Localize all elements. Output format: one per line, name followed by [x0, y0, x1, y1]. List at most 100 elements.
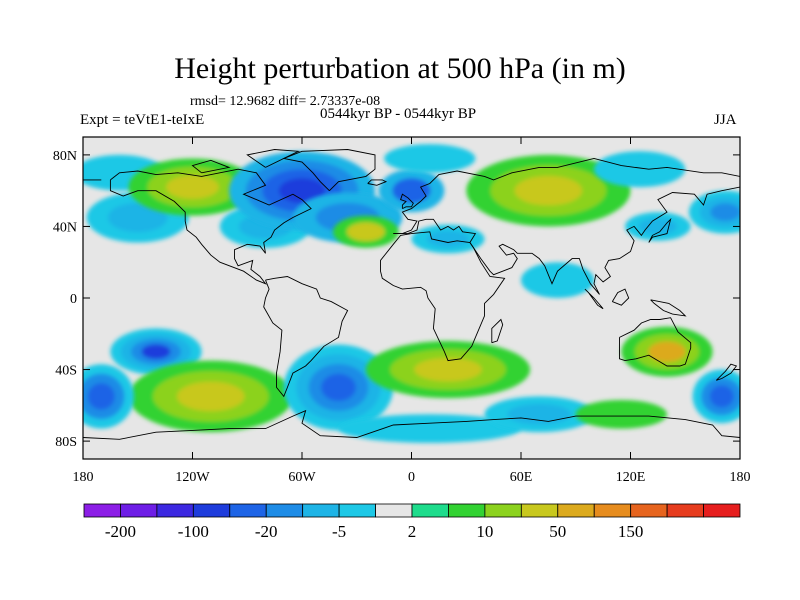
coastline	[619, 317, 692, 367]
colorbar-box	[557, 503, 595, 518]
colorbar-label: -200	[105, 522, 136, 541]
anomaly-contour	[514, 175, 583, 206]
anomaly-region	[128, 360, 293, 433]
colorbar: -200 -100 -20 -5 2 10 50 150	[83, 503, 741, 541]
coastline	[611, 288, 630, 306]
anomaly-region	[594, 151, 686, 188]
anomaly-region	[621, 326, 713, 377]
latitude-axis: 80N 40N 0 40S 80S	[53, 149, 740, 450]
colorbar-box	[375, 503, 413, 518]
lon-tick-label: 60W	[288, 470, 316, 485]
colorbar-box	[520, 503, 559, 518]
colorbar-box	[666, 503, 704, 518]
coastline	[584, 288, 604, 310]
lat-tick-label: 0	[70, 292, 77, 307]
anomaly-region	[692, 369, 740, 424]
colorbar-label: -20	[255, 522, 278, 541]
anomaly-contour	[521, 262, 594, 298]
colorbar-label: -100	[178, 522, 209, 541]
anomaly-region	[365, 340, 531, 399]
coastline	[648, 217, 672, 243]
anomaly-region	[466, 154, 631, 227]
colorbar-box	[229, 503, 267, 518]
coastline	[282, 149, 376, 192]
anomaly-contour	[710, 203, 740, 221]
anomaly-region	[128, 158, 257, 216]
lon-tick-label: 180	[73, 470, 94, 485]
stats-text: rmsd= 12.9682 diff= 2.73337e-08	[190, 94, 381, 109]
colorbar-box	[593, 503, 632, 518]
colorbar-box	[411, 503, 449, 518]
anomaly-contour	[709, 385, 734, 408]
lon-tick-label: 120W	[175, 470, 210, 485]
anomaly-contour	[594, 151, 686, 188]
anomaly-region	[83, 364, 135, 429]
coastline	[400, 193, 414, 210]
coastline	[246, 149, 301, 168]
lon-tick-label: 60E	[510, 470, 533, 485]
anomaly-region	[484, 396, 594, 433]
coastline	[263, 276, 349, 398]
anomaly-region	[411, 224, 485, 254]
lon-tick-label: 180	[730, 470, 751, 485]
colorbar-label: 2	[408, 522, 417, 541]
colorbar-label: 10	[476, 522, 493, 541]
coastline	[650, 299, 687, 317]
anomaly-region	[338, 414, 521, 443]
anomaly-contour	[392, 178, 431, 204]
anomaly-contour	[141, 344, 171, 360]
colorbar-box	[703, 503, 741, 518]
anomaly-region	[521, 262, 594, 298]
colorbar-box	[302, 503, 340, 518]
anomaly-contour	[384, 144, 476, 173]
lat-tick-label: 40N	[53, 220, 77, 235]
anomaly-contour	[321, 373, 356, 402]
anomaly-contour	[278, 178, 326, 204]
anomaly-contour	[507, 403, 572, 425]
anomaly-contour	[346, 222, 386, 242]
colorbar-box	[265, 503, 304, 518]
experiment-label: Expt = teVtE1-teIxE	[80, 112, 205, 128]
anomaly-region	[378, 169, 445, 213]
colorbar-box	[338, 503, 376, 518]
lat-tick-label: 80N	[53, 149, 77, 164]
colorbar-label: 150	[618, 522, 644, 541]
anomaly-contour	[176, 381, 245, 412]
anomaly-contour	[87, 383, 115, 410]
coastlines	[83, 149, 740, 440]
map-area	[82, 136, 741, 460]
colorbar-box	[630, 503, 668, 518]
anomaly-region	[575, 399, 667, 429]
coastline	[109, 168, 312, 285]
coastline	[380, 231, 506, 362]
anomaly-contour	[426, 230, 470, 248]
anomaly-region	[625, 212, 691, 241]
lat-tick-label: 80S	[55, 435, 77, 450]
coastline	[393, 158, 740, 235]
anomaly-contour	[166, 175, 219, 199]
colorbar-box	[120, 503, 158, 518]
anomaly-field	[83, 144, 740, 443]
lat-tick-label: 40S	[55, 364, 77, 379]
lon-tick-label: 120E	[616, 470, 646, 485]
coastline	[393, 186, 740, 295]
anomaly-region	[110, 328, 202, 375]
anomaly-contour	[338, 414, 521, 443]
colorbar-label: 50	[549, 522, 566, 541]
coastline	[491, 318, 504, 344]
anomaly-region	[384, 144, 476, 173]
anomaly-region	[283, 344, 394, 431]
anomaly-region	[333, 215, 399, 248]
anomaly-contour	[575, 399, 667, 429]
colorbar-box	[484, 503, 522, 518]
colorbar-box	[156, 503, 194, 518]
coastline	[83, 409, 740, 440]
colorbar-box	[192, 503, 231, 518]
coastline	[715, 363, 738, 381]
lon-tick-label: 0	[408, 470, 415, 485]
anomaly-region	[688, 190, 740, 234]
coastline	[367, 179, 388, 186]
anomaly-contour	[414, 357, 482, 382]
colorbar-box	[448, 503, 486, 518]
